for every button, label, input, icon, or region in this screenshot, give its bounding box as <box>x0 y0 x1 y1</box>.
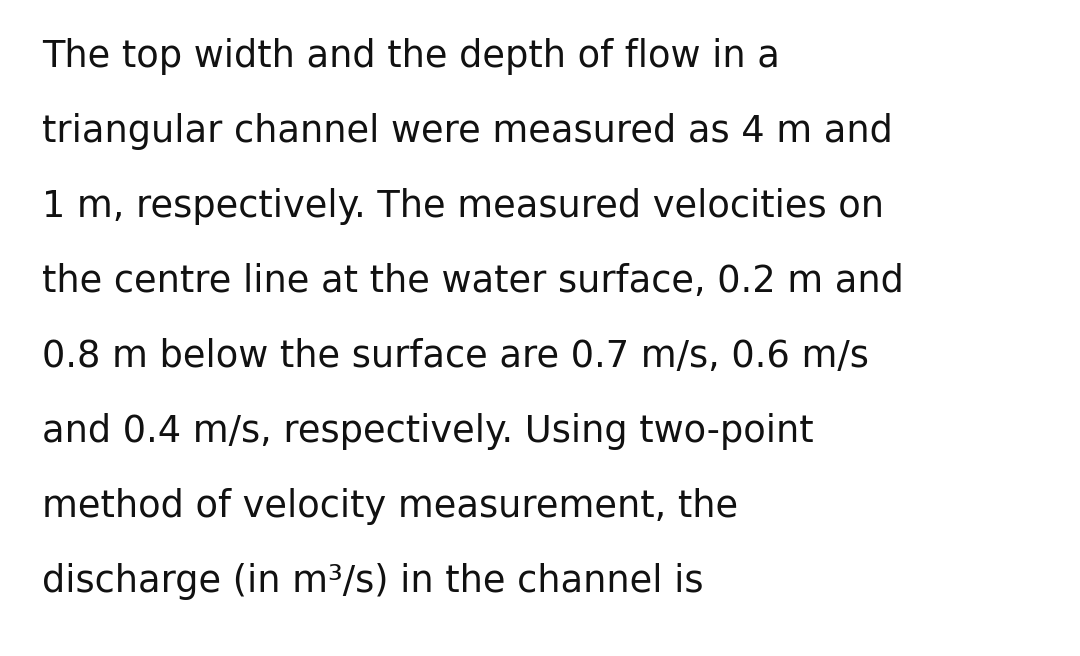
Text: 0.8 m below the surface are 0.7 m/s, 0.6 m/s: 0.8 m below the surface are 0.7 m/s, 0.6… <box>42 338 869 375</box>
Text: The top width and the depth of flow in a: The top width and the depth of flow in a <box>42 38 780 75</box>
Text: triangular channel were measured as 4 m and: triangular channel were measured as 4 m … <box>42 113 893 150</box>
Text: the centre line at the water surface, 0.2 m and: the centre line at the water surface, 0.… <box>42 263 904 300</box>
Text: method of velocity measurement, the: method of velocity measurement, the <box>42 488 738 525</box>
Text: discharge (in m³/s) in the channel is: discharge (in m³/s) in the channel is <box>42 563 703 600</box>
Text: and 0.4 m/s, respectively. Using two-point: and 0.4 m/s, respectively. Using two-poi… <box>42 413 813 450</box>
Text: 1 m, respectively. The measured velocities on: 1 m, respectively. The measured velociti… <box>42 188 885 225</box>
